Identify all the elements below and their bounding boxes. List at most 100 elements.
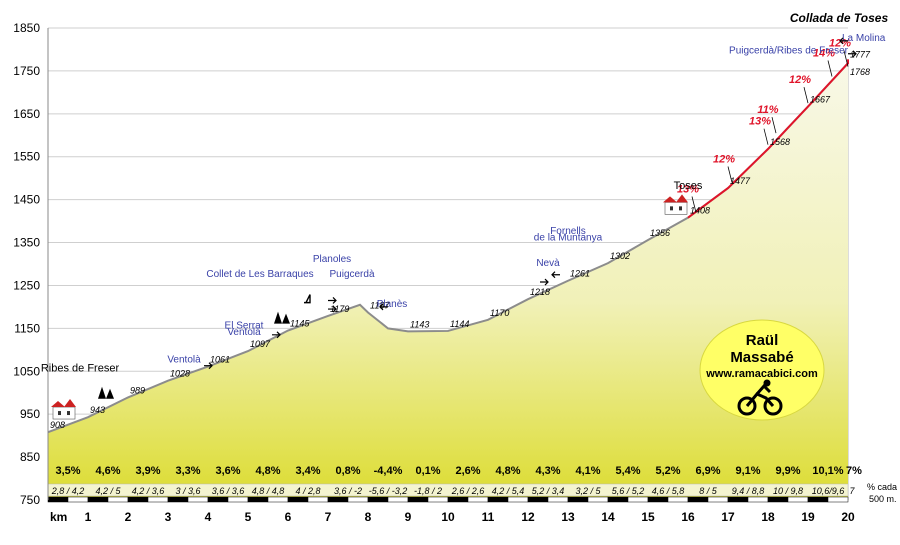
steep-ramp-pointer: [727, 166, 733, 183]
village-window: [670, 206, 673, 211]
x-tick-label: 13: [561, 510, 575, 524]
km-scale-segment: [367, 496, 389, 503]
km-gradient: 0,1%: [415, 465, 440, 477]
km-scale-segment: [227, 496, 249, 503]
altitude-label: 1568: [770, 137, 790, 147]
km-gradient: 3,9%: [135, 465, 160, 477]
logo-url: www.ramacabici.com: [705, 368, 818, 380]
km-gradient: 4,6%: [95, 465, 120, 477]
km-gradient: 4,1%: [575, 465, 600, 477]
junction-arrow-icon: [272, 331, 281, 339]
km-scale-segment: [447, 496, 469, 503]
labels: 908 943 989 1028 1061 1097 1145 1179 1187 1143 114…: [41, 33, 886, 430]
half-km-gradient: 4,2 / 5,4: [492, 486, 525, 496]
tree-shape: [282, 313, 290, 324]
km-scale-segment: [467, 496, 489, 503]
half-km-gradient: 4,6 / 5,8: [652, 486, 685, 496]
junction-arrow-icon: [328, 305, 337, 313]
altitude-label: 1061: [210, 355, 230, 365]
km-gradient: 9,1%: [735, 465, 760, 477]
logo-name-first: Raül: [746, 332, 779, 349]
x-tick-label: 5: [245, 510, 252, 524]
km-scale-segment: [667, 496, 689, 503]
km-scale-segment: [727, 496, 749, 503]
junction-arrow-icon: [848, 50, 857, 58]
altitude-label: 1768: [850, 67, 870, 77]
x-tick-label: 6: [285, 510, 292, 524]
km-scale-segment: [567, 496, 589, 503]
steep-ramp-label: 12%: [713, 153, 735, 165]
steep-ramp-label: 13%: [749, 116, 771, 128]
junction-arrow-icon: [540, 278, 549, 286]
km-gradient: 3,5%: [55, 465, 80, 477]
village-icon: [51, 399, 76, 420]
km-scale-segment: [767, 496, 789, 503]
village-wall: [52, 406, 76, 420]
y-tick-label: 1050: [13, 364, 40, 378]
km-scale-segment: [707, 496, 729, 503]
km-scale-segment: [427, 496, 449, 503]
km-scale-segment: [347, 496, 369, 503]
km-gradient: 3,6%: [215, 465, 240, 477]
half-km-gradient: 5,6 / 5,2: [612, 486, 645, 496]
km-scale-segment: [687, 496, 709, 503]
place-label: Puigcerdà: [329, 269, 374, 280]
steep-ramp-pointer: [843, 50, 849, 67]
km-scale-segment: [387, 496, 409, 503]
altitude-label: 1356: [650, 228, 670, 238]
altitude-label: 1187: [370, 300, 390, 310]
km-scale-segment: [187, 496, 209, 503]
km-scale-segment: [587, 496, 609, 503]
place-label: de la Muntanya: [534, 232, 603, 243]
author-logo: Raül Massabé www.ramacabici.com: [699, 319, 825, 421]
x-axis-label: km: [50, 510, 67, 524]
x-tick-label: 10: [441, 510, 455, 524]
km-scale-segment: [487, 496, 509, 503]
km-gradient: 0,8%: [335, 465, 360, 477]
altitude-label: 1097: [250, 339, 271, 349]
km-scale-segment: [267, 496, 289, 503]
x-tick-label: 19: [801, 510, 815, 524]
half-km-gradient: 9,4 / 8,8: [732, 486, 765, 496]
altitude-label: 989: [130, 385, 145, 395]
chart-title: Collada de Toses: [790, 11, 889, 25]
altitude-label: 1028: [170, 369, 190, 379]
altitude-label: 1144: [450, 319, 469, 329]
x-tick-label: 15: [641, 510, 655, 524]
y-tick-label: 1650: [13, 107, 40, 121]
steep-ramp-label: 14%: [813, 47, 835, 59]
km-gradient: 3,4%: [295, 465, 320, 477]
x-tick-label: 11: [482, 510, 495, 524]
km-scale-segment: [527, 496, 549, 503]
steep-ramp-pointer: [763, 128, 769, 145]
km-gradient: -4,4%: [374, 465, 403, 477]
place-label: La Molina: [842, 33, 886, 44]
place-label: Planès: [377, 299, 408, 310]
note-half-km: 500 m.: [869, 494, 897, 504]
y-tick-label: 1450: [13, 193, 40, 207]
km-scale-segment: [787, 496, 809, 503]
km-gradient: 10,1%: [812, 465, 843, 477]
km-gradient: 4,8%: [495, 465, 520, 477]
half-km-gradient: 4,8 / 4,8: [252, 486, 285, 496]
note-percent-each: % cada: [867, 482, 897, 492]
km-scale-segment: [87, 496, 109, 503]
steep-ramp-label: 13%: [677, 184, 699, 196]
y-tick-label: 1850: [13, 21, 40, 35]
km-gradient: 5,4%: [615, 465, 640, 477]
altitude-label: 1261: [570, 269, 590, 279]
steep-ramp-label: 12%: [789, 74, 811, 86]
half-km-gradient: 10,6/9,6: [812, 486, 845, 496]
half-km-gradient: 4,2 / 3,6: [132, 486, 165, 496]
half-km-gradient: 3 / 3,6: [175, 486, 200, 496]
x-tick-label: 20: [841, 510, 855, 524]
half-km-row: [47, 483, 849, 497]
steep-ramp-pointer: [803, 86, 809, 104]
x-tick-label: 16: [681, 510, 695, 524]
altitude-label: 943: [90, 405, 105, 415]
steep-ramp-pointer: [691, 196, 697, 213]
steep-section-line: [687, 59, 849, 219]
village-roof: [663, 196, 677, 203]
y-tick-label: 950: [20, 407, 40, 421]
km-scale-segment: [807, 496, 829, 503]
